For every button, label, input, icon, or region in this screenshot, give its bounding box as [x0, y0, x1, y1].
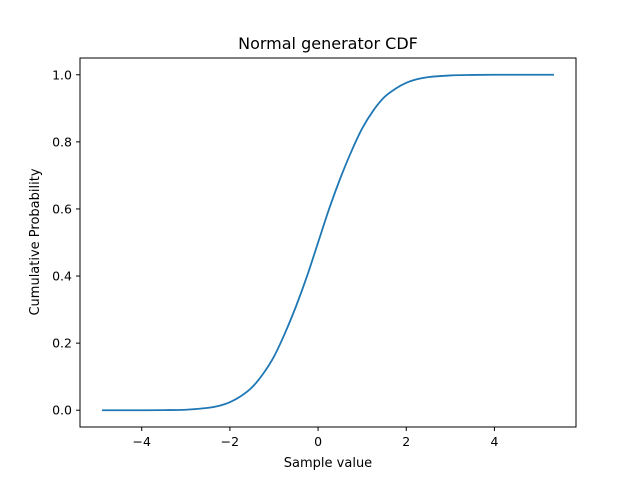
- y-tick-label: 1.0: [52, 67, 72, 82]
- x-axis-label: Sample value: [284, 456, 372, 471]
- x-tick-label: 4: [490, 434, 498, 449]
- x-tick-label: −2: [221, 434, 239, 449]
- y-tick-label: 0.8: [52, 134, 72, 149]
- chart-title: Normal generator CDF: [238, 34, 418, 53]
- y-tick-label: 0.4: [52, 269, 72, 284]
- x-tick-label: 2: [402, 434, 410, 449]
- x-tick-label: 0: [314, 434, 322, 449]
- y-axis-label: Cumulative Probability: [28, 168, 43, 315]
- cdf-line-series-0: [102, 73, 554, 412]
- y-tick-label: 0.6: [52, 201, 72, 216]
- y-tick-label: 0.2: [52, 336, 72, 351]
- y-axis: 0.0 0.2 0.4 0.6 0.8 1.0: [52, 67, 80, 418]
- x-axis: −4 −2 0 2 4: [133, 427, 498, 449]
- series-group: [102, 73, 554, 412]
- y-tick-label: 0.0: [52, 403, 72, 418]
- plot-area-frame: [79, 57, 577, 428]
- x-tick-label: −4: [133, 434, 151, 449]
